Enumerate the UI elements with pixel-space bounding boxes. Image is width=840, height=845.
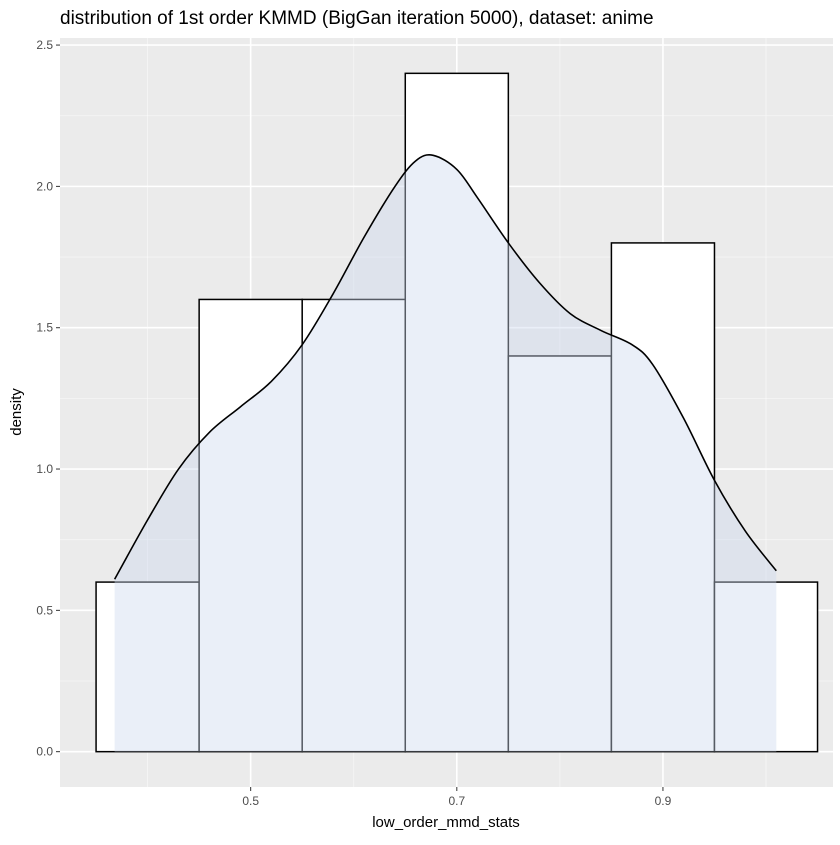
x-axis-title: low_order_mmd_stats (372, 814, 520, 831)
chart-title: distribution of 1st order KMMD (BigGan i… (60, 8, 654, 29)
y-tick-label: 0.0 (36, 745, 53, 759)
y-tick-label: 1.5 (36, 321, 53, 335)
y-tick-label: 0.5 (36, 603, 53, 617)
histogram-bar (610, 242, 716, 753)
density-layer (113, 154, 777, 752)
histogram-bar (404, 72, 510, 753)
x-tick-label: 0.5 (242, 794, 259, 808)
histogram-bar (301, 298, 407, 753)
y-tick-label: 2.5 (36, 38, 53, 52)
histogram-bar (713, 581, 819, 753)
x-tick-label: 0.9 (655, 794, 672, 808)
y-tick-label: 1.0 (36, 462, 53, 476)
histogram-bars (95, 72, 819, 753)
x-tick-label: 0.7 (448, 794, 465, 808)
histogram-bar (507, 355, 613, 753)
x-axis: 0.5 0.7 0.9 (242, 787, 672, 808)
density-curve (113, 154, 777, 580)
y-axis-title: density (8, 388, 25, 436)
y-tick-label: 2.0 (36, 179, 53, 193)
density-area (114, 154, 777, 752)
y-axis: 0.0 0.5 1.0 1.5 2.0 2.5 (36, 38, 60, 759)
